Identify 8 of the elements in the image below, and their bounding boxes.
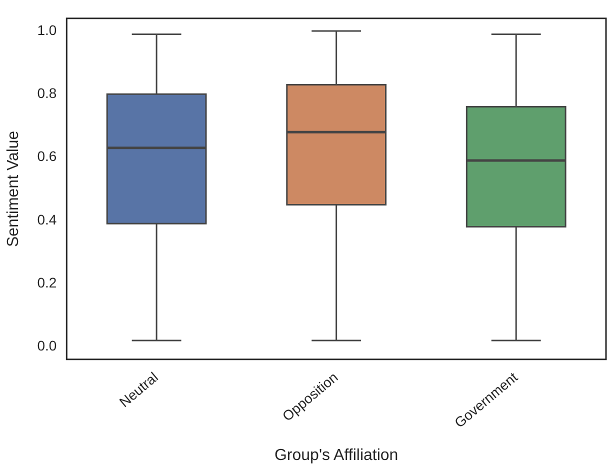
y-tick-label: 0.6 [37,148,57,164]
x-axis-title: Group's Affiliation [274,446,398,464]
y-tick-label: 0.4 [37,211,57,228]
y-tick-label: 0.2 [37,274,57,290]
y-tick-label: 1.0 [37,22,57,38]
y-axis-title: Sentiment Value [5,130,22,248]
y-tick-label: 0.8 [37,85,57,102]
y-tick-label: 0.0 [37,338,57,354]
